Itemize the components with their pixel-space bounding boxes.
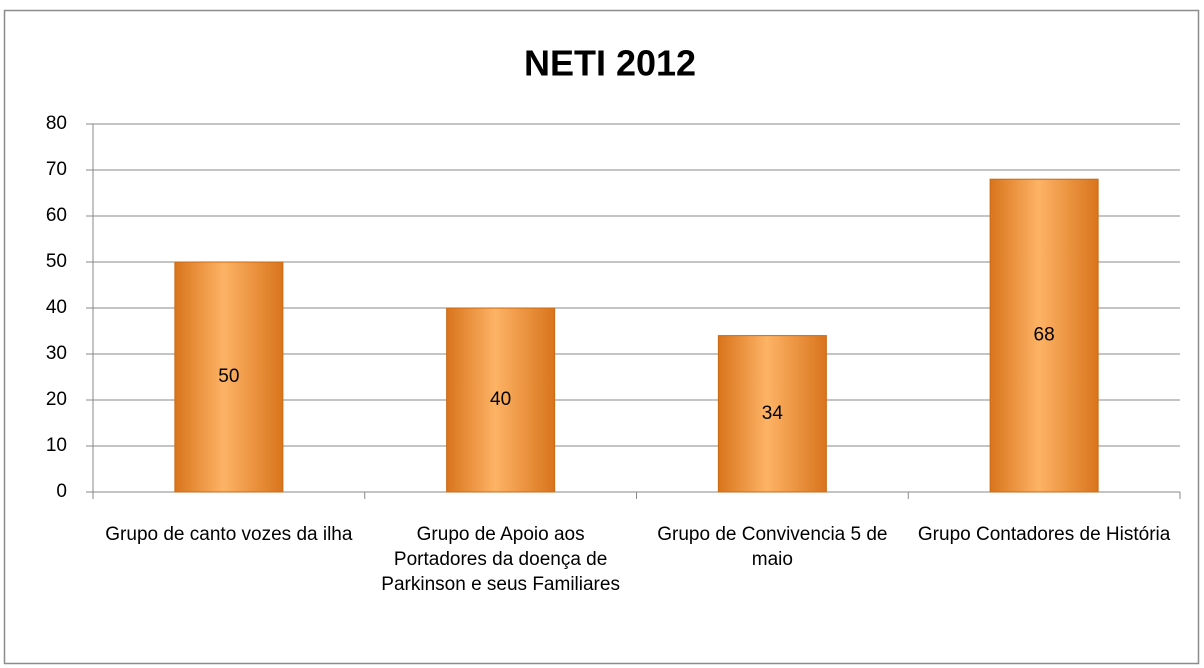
bar (989, 178, 1099, 493)
chart-title: NETI 2012 (524, 43, 696, 84)
y-tick-label: 0 (56, 481, 67, 502)
y-tick-label: 30 (46, 343, 67, 364)
y-tick-label: 70 (46, 159, 67, 180)
data-label: 50 (218, 366, 239, 387)
x-tick-label: Grupo de canto vozes da ilha (105, 524, 353, 545)
x-tick-label: Grupo de Apoio aos Portadores da doença … (381, 524, 620, 595)
bar (446, 307, 556, 493)
data-label: 40 (490, 389, 511, 410)
data-label: 34 (762, 403, 784, 424)
x-tick-label: Grupo Contadores de História (917, 524, 1171, 545)
y-tick-label: 50 (46, 251, 67, 272)
x-tick-label: Grupo de Convivencia 5 de maio (657, 524, 888, 570)
y-tick-label: 60 (46, 205, 67, 226)
y-tick-label: 20 (46, 389, 67, 410)
data-label: 68 (1034, 325, 1055, 346)
bar (174, 261, 284, 493)
y-tick-label: 40 (46, 297, 67, 318)
y-tick-label: 80 (46, 113, 67, 134)
bar (717, 335, 827, 493)
y-tick-label: 10 (46, 435, 67, 456)
